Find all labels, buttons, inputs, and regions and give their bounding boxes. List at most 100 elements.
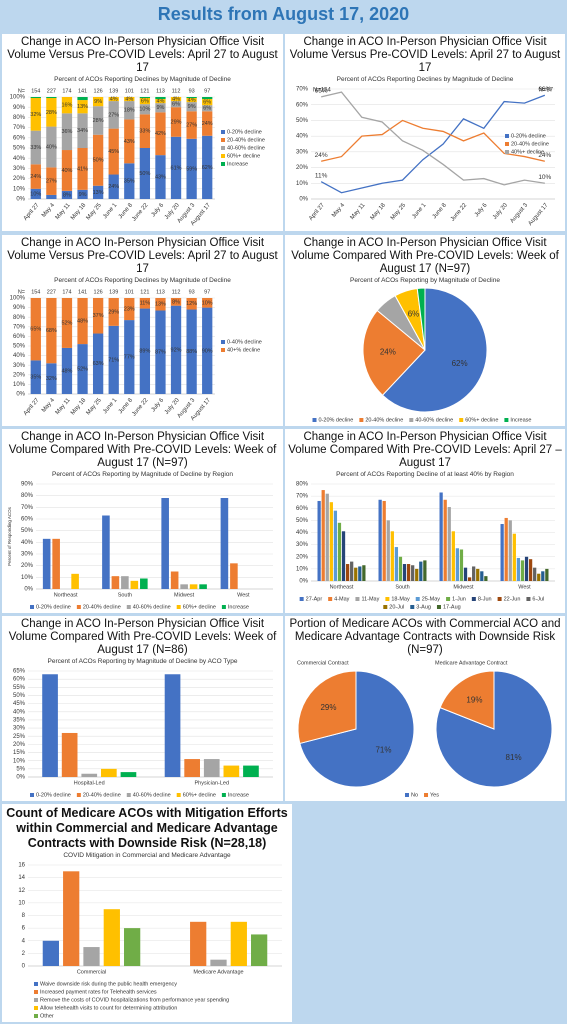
data-label: 45% [108, 149, 119, 155]
bar-segment [139, 104, 151, 115]
legend-swatch [221, 340, 225, 344]
bar-segment [46, 167, 57, 195]
x-tick-label: June 1 [102, 202, 119, 220]
legend-swatch [221, 793, 226, 797]
bar-segment [77, 97, 88, 101]
n-value: 121 [140, 289, 149, 295]
legend-swatch [221, 154, 225, 158]
legend-label: Increased payment rates for Telehealth s… [40, 989, 157, 995]
legend-swatch [504, 418, 509, 422]
bar-segment [155, 310, 166, 394]
bar [500, 524, 504, 581]
legend-swatch [410, 605, 415, 609]
bar-segment [92, 333, 104, 394]
legend-swatch [404, 793, 409, 797]
bar-segment [77, 113, 88, 148]
bar [101, 768, 117, 777]
y-tick-label: 40% [13, 353, 26, 359]
bar-segment [77, 189, 88, 199]
x-tick-label: May 4 [331, 202, 347, 219]
bar-segment [46, 98, 57, 127]
data-label: 24% [108, 184, 119, 190]
legend-label: Increase [228, 792, 249, 798]
y-tick-label: 40% [296, 134, 309, 140]
data-label: 13% [93, 190, 104, 196]
y-tick-label: 10% [13, 186, 26, 192]
legend-swatch [505, 142, 509, 146]
pie-slice [362, 309, 426, 396]
legend-swatch [505, 134, 509, 138]
bar [42, 940, 59, 966]
data-label: 34% [77, 128, 88, 134]
legend-swatch [76, 793, 81, 797]
legend-label: 25-May [422, 596, 441, 602]
x-tick-label: May 25 [86, 397, 104, 416]
legend-label: 40-60% decline [133, 604, 171, 610]
bar-segment [30, 97, 41, 99]
x-tick-label: Medicare Advantage [193, 969, 243, 975]
y-tick-label: 60% [296, 506, 309, 512]
bar [386, 520, 390, 581]
legend-label: 20-40% decline [83, 604, 121, 610]
line [320, 94, 546, 194]
data-label: 4% [172, 96, 180, 102]
legend-label: 20-40% decline [365, 417, 403, 423]
n-value: 227 [47, 88, 56, 94]
bar [476, 568, 480, 581]
y-tick-label: 50% [21, 528, 34, 534]
x-tick-label: April 27 [308, 202, 326, 222]
data-label: 27% [186, 123, 197, 129]
bar [411, 565, 415, 581]
bar-segment [46, 363, 57, 394]
bar-segment [30, 360, 41, 394]
legend-swatch [383, 605, 388, 609]
bar [243, 765, 259, 777]
bar [184, 759, 200, 777]
y-tick-label: 14 [18, 875, 25, 881]
bar [190, 921, 207, 966]
y-tick-label: 8 [22, 913, 26, 919]
bar [63, 871, 80, 966]
legend-swatch [34, 1006, 38, 1010]
data-label: 87% [155, 350, 166, 356]
pie-slice [416, 287, 426, 351]
bar [390, 531, 394, 581]
y-tick-label: 0% [16, 775, 25, 781]
chart: 0% 10% 20% 30% 40% 50% 60% 70% 80% 90% 100%N= 154 22… [10, 289, 262, 422]
chart-panel: Change in ACO In-Person Physician Office… [2, 616, 283, 801]
bar-segment [30, 98, 41, 131]
legend-label: 3-Aug [416, 604, 431, 610]
n-value: 112 [172, 289, 181, 295]
bar-segment [77, 148, 88, 190]
page-title: Results from August 17, 2020 [157, 4, 410, 24]
y-tick-label: 80% [13, 115, 26, 121]
y-tick-label: 30% [21, 552, 34, 558]
bar-segment [46, 194, 57, 199]
bar-segment [108, 128, 119, 175]
bar [354, 567, 358, 581]
data-label: 63% [93, 361, 104, 367]
legend-swatch [424, 793, 429, 797]
bar [189, 584, 198, 589]
data-label: 13% [77, 104, 88, 110]
legend-swatch [34, 1014, 38, 1018]
bar [103, 909, 120, 966]
bar [71, 573, 79, 589]
bar [223, 765, 240, 777]
annotation: N=154 [313, 88, 332, 94]
legend-label: 0-20% decline [227, 129, 262, 135]
y-tick-label: 0% [299, 579, 308, 585]
data-label: 36% [61, 129, 72, 135]
y-tick-label: 4 [22, 938, 26, 944]
x-tick-label: June 8 [432, 202, 449, 220]
data-label: 59% [186, 166, 197, 172]
data-label: 81% [506, 753, 522, 762]
data-label: 24% [315, 152, 328, 159]
bar-segment [186, 97, 197, 99]
n-value: 141 [78, 289, 87, 295]
bar [210, 959, 227, 966]
bar [358, 566, 362, 581]
data-label: 50% [93, 158, 104, 164]
legend-label: 0-40% decline [227, 339, 262, 345]
data-label: 8% [172, 299, 180, 305]
